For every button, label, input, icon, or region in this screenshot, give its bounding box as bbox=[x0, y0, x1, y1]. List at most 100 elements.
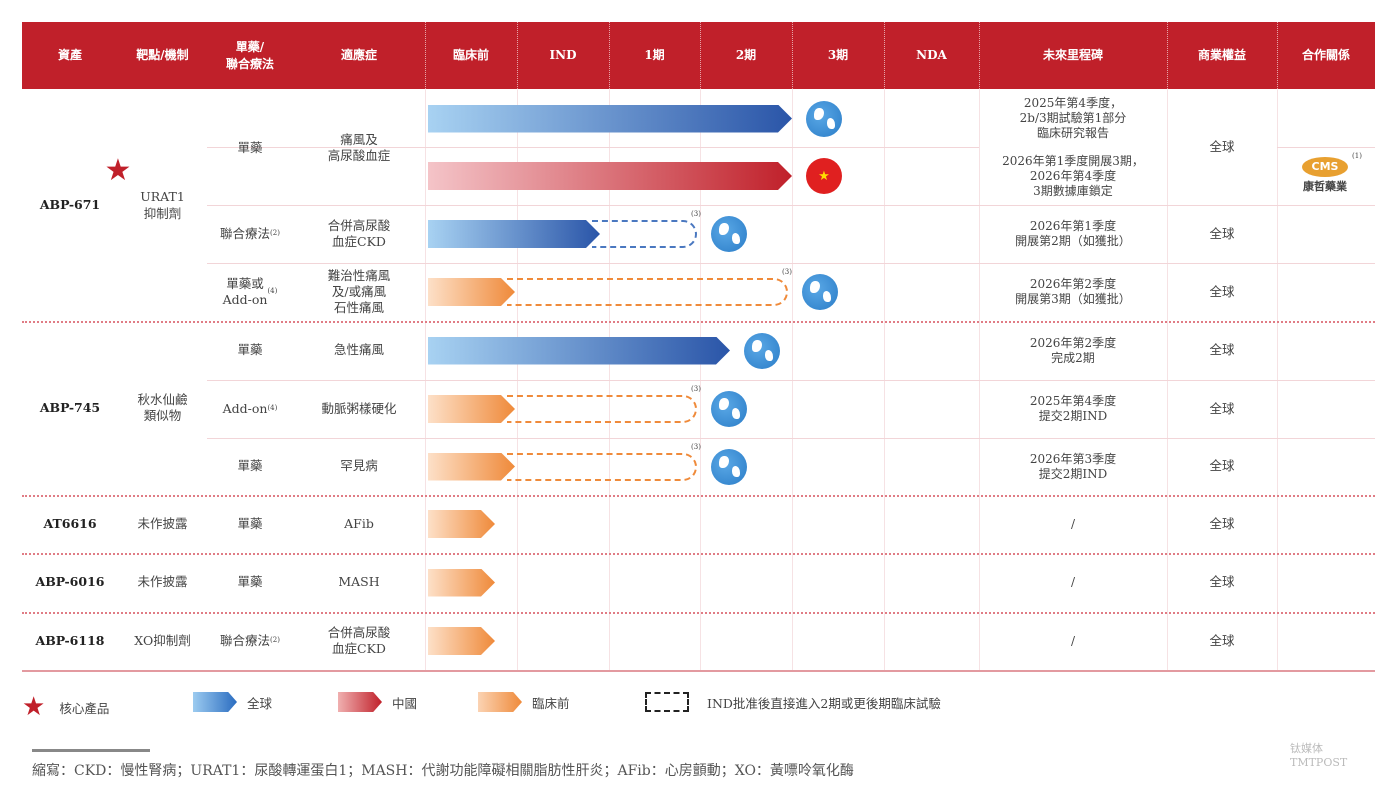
indication: 動脈粥樣硬化 bbox=[321, 400, 397, 416]
planned-progress-dashed bbox=[507, 452, 697, 481]
therapy-label: 單藥 bbox=[237, 342, 263, 358]
progress-bar-preclinical bbox=[428, 278, 515, 306]
progress-bar-global bbox=[428, 220, 600, 248]
target-mechanism: 未作披露 bbox=[137, 574, 188, 590]
column-header: 未來里程碑 bbox=[1042, 48, 1103, 63]
group-divider bbox=[22, 495, 1375, 497]
therapy-label: Add-on bbox=[222, 400, 268, 416]
milestone: 2026年第1季度 開展第2期（如獲批） bbox=[1015, 219, 1131, 248]
footnote-ref: (4) bbox=[267, 404, 278, 413]
milestone: / bbox=[1070, 633, 1076, 648]
indication: 痛風及 高尿酸血症 bbox=[327, 131, 391, 163]
column-header: 單藥/ 聯合療法 bbox=[225, 40, 274, 71]
legend-china: 中國 bbox=[338, 692, 417, 712]
footnote-ref: (2) bbox=[270, 636, 280, 645]
therapy-type: 單藥 bbox=[207, 495, 293, 553]
footnote-ref: (2) bbox=[270, 229, 280, 238]
indication: AFib bbox=[344, 515, 374, 531]
progress-bar-global bbox=[428, 337, 730, 365]
column-gridline bbox=[884, 89, 885, 670]
progress-bar-china bbox=[428, 162, 792, 190]
globe-icon bbox=[802, 274, 838, 310]
footnote-rule bbox=[32, 749, 150, 752]
legend-global: 全球 bbox=[193, 692, 272, 712]
column-header: 臨床前 bbox=[452, 48, 489, 63]
commercial-rights: 全球 bbox=[1209, 283, 1235, 299]
therapy-label: 單藥 bbox=[237, 458, 263, 474]
table-bottom-border bbox=[22, 670, 1375, 672]
asset-name: ABP-745 bbox=[39, 399, 101, 415]
progress-bar-preclinical bbox=[428, 453, 515, 481]
globe-icon bbox=[711, 216, 747, 252]
watermark: 钛媒体 TMTPOST bbox=[1290, 742, 1348, 769]
preclinical-swatch bbox=[478, 692, 522, 712]
indication: 合併高尿酸 血症CKD bbox=[327, 624, 391, 656]
group-divider bbox=[22, 553, 1375, 555]
milestone: / bbox=[1070, 575, 1076, 589]
row-divider bbox=[207, 147, 979, 148]
therapy-label: 聯合療法 bbox=[220, 225, 271, 241]
milestone: 2026年第2季度 完成2期 bbox=[1029, 335, 1117, 365]
asset-name: ABP-6118 bbox=[35, 632, 105, 648]
column-gridline bbox=[517, 89, 518, 670]
asset-name: ABP-6016 bbox=[35, 574, 105, 590]
footnote-ref: (3) bbox=[691, 442, 701, 451]
globe-icon bbox=[711, 391, 747, 427]
asset-name: AT6616 bbox=[43, 515, 97, 531]
milestone: 2026年第1季度開展3期， 2026年第4季度 3期數據庫鎖定 bbox=[1002, 153, 1144, 198]
progress-bar-preclinical bbox=[428, 395, 515, 423]
legend-dashed: IND批准後直接進入2期或更後期臨床試驗 bbox=[645, 692, 941, 712]
therapy-type: 單藥 bbox=[207, 321, 293, 380]
milestone: / bbox=[1070, 516, 1076, 531]
global-swatch bbox=[193, 692, 237, 712]
milestone: 2026年第2季度 開展第3期（如獲批） bbox=[1015, 277, 1131, 306]
footnote-ref: (4) bbox=[267, 287, 278, 296]
therapy-type: 聯合療法 (2) bbox=[207, 612, 293, 670]
column-divider bbox=[979, 22, 980, 89]
therapy-type: 單藥 bbox=[207, 90, 293, 206]
legend-preclinical: 臨床前 bbox=[478, 692, 570, 712]
dashed-swatch bbox=[645, 692, 689, 712]
column-divider bbox=[1277, 22, 1278, 89]
column-header: IND bbox=[549, 48, 577, 63]
column-gridline bbox=[700, 89, 701, 670]
footnote-ref: (3) bbox=[691, 210, 701, 219]
globe-icon bbox=[744, 332, 780, 369]
china-swatch bbox=[338, 692, 382, 712]
partner-logo: CMS bbox=[1302, 157, 1348, 177]
partner-name: 康哲藥業 bbox=[1303, 179, 1347, 193]
column-divider bbox=[517, 22, 518, 89]
column-divider bbox=[1167, 22, 1168, 89]
therapy-label: 單藥或 Add-on bbox=[222, 275, 268, 307]
indication: 合併高尿酸 血症CKD bbox=[327, 217, 391, 249]
indication: MASH bbox=[338, 574, 380, 590]
progress-bar-preclinical bbox=[428, 569, 495, 597]
column-header: 資產 bbox=[57, 48, 82, 63]
commercial-rights: 全球 bbox=[1209, 515, 1235, 531]
column-gridline bbox=[1167, 89, 1168, 670]
column-header: 2期 bbox=[735, 48, 757, 63]
planned-progress-dashed bbox=[507, 278, 788, 306]
group-divider bbox=[22, 321, 1375, 323]
column-gridline bbox=[1277, 89, 1278, 670]
column-header: 適應症 bbox=[340, 48, 377, 63]
legend-preclinical-label: 臨床前 bbox=[532, 695, 570, 711]
column-header: 合作關係 bbox=[1301, 48, 1350, 63]
legend-global-label: 全球 bbox=[247, 695, 273, 711]
globe-icon bbox=[711, 448, 747, 485]
target-mechanism: XO抑制劑 bbox=[134, 632, 191, 648]
indication: 難治性痛風 及/或痛風 石性痛風 bbox=[327, 267, 391, 316]
progress-bar-global bbox=[428, 105, 792, 133]
commercial-rights: 全球 bbox=[1209, 400, 1235, 416]
star-icon: ★ bbox=[22, 692, 46, 722]
target-mechanism: URAT1 抑制劑 bbox=[140, 189, 185, 221]
column-gridline bbox=[609, 89, 610, 670]
therapy-type: 單藥或 Add-on (4) bbox=[207, 263, 293, 321]
asset-name: ABP-671 bbox=[39, 197, 101, 213]
core-product-star-icon: ★ bbox=[104, 152, 132, 188]
therapy-label: 單藥 bbox=[237, 574, 263, 590]
therapy-type: 單藥 bbox=[207, 438, 293, 495]
commercial-rights: 全球 bbox=[1209, 632, 1235, 648]
column-divider bbox=[792, 22, 793, 89]
column-divider bbox=[700, 22, 701, 89]
